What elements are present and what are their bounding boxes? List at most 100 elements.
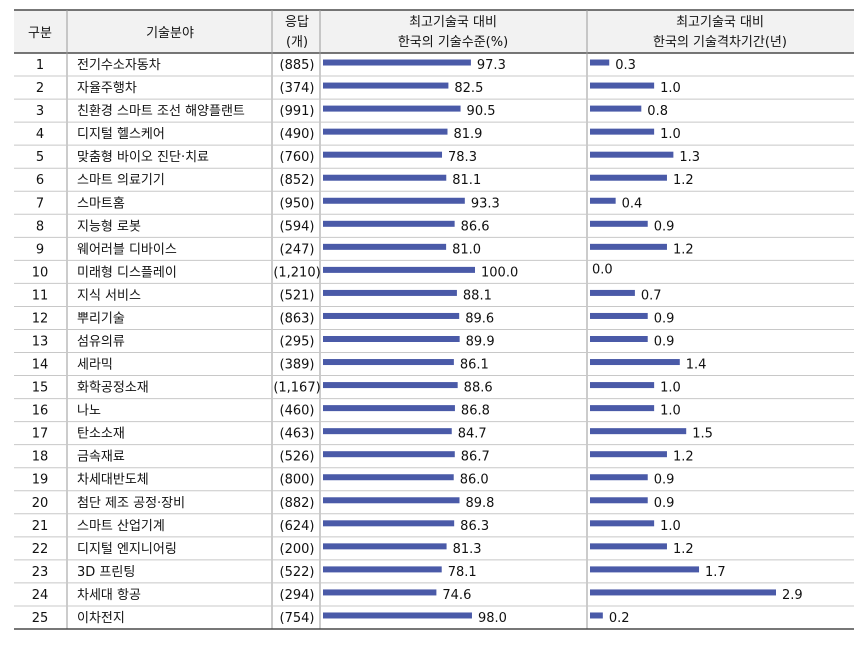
gap-value-label: 1.7 (705, 565, 726, 580)
row-responses: (1,167) (273, 381, 320, 396)
gap-value-label: 0.9 (654, 311, 675, 326)
row-field: 친환경 스마트 조선 해양플랜트 (77, 104, 245, 119)
gap-value-label: 0.9 (654, 335, 675, 350)
row-responses: (294) (280, 588, 315, 603)
gap-bar (590, 566, 700, 573)
row-field: 지능형 로봇 (77, 219, 141, 234)
header-level-line2: 한국의 기술수준(%) (398, 35, 508, 50)
row-number: 6 (36, 173, 44, 188)
row-responses: (950) (280, 196, 315, 211)
level-value-label: 89.6 (465, 311, 494, 326)
level-value-label: 88.6 (464, 381, 493, 396)
level-bar (323, 612, 472, 619)
level-value-label: 86.7 (461, 450, 490, 465)
level-bar (323, 266, 475, 273)
gap-bar (590, 151, 674, 158)
gap-value-label: 2.9 (782, 588, 803, 603)
row-number: 18 (32, 450, 49, 465)
level-value-label: 89.9 (466, 335, 495, 350)
row-responses: (463) (280, 427, 315, 442)
level-bar (323, 566, 442, 573)
gap-bar (590, 59, 610, 66)
gap-bar (590, 405, 655, 412)
row-responses: (460) (280, 404, 315, 419)
header-field: 기술분야 (146, 26, 194, 41)
level-bar (323, 174, 447, 181)
row-field: 스마트홈 (77, 196, 125, 211)
row-responses: (374) (280, 81, 315, 96)
row-field: 뿌리기술 (77, 311, 125, 326)
row-field: 자율주행차 (77, 80, 137, 96)
row-number: 22 (32, 542, 49, 557)
gap-value-label: 0.9 (654, 496, 675, 511)
row-responses: (885) (280, 58, 315, 73)
row-responses: (594) (280, 219, 315, 234)
gap-bar (590, 220, 648, 227)
gap-value-label: 0.9 (654, 473, 675, 488)
row-responses: (200) (280, 542, 315, 557)
level-bar (323, 82, 449, 89)
level-value-label: 100.0 (481, 265, 518, 280)
level-value-label: 89.8 (465, 496, 494, 511)
row-responses: (247) (280, 242, 315, 257)
gap-bar (590, 174, 667, 181)
row-number: 17 (32, 427, 49, 442)
header-background (14, 10, 854, 53)
level-value-label: 74.6 (442, 588, 471, 603)
gap-bar (590, 82, 655, 89)
row-responses: (490) (280, 127, 315, 142)
row-field: 지식 서비스 (77, 288, 141, 303)
level-value-label: 86.0 (460, 473, 489, 488)
row-number: 1 (36, 58, 44, 73)
gap-bar (590, 105, 642, 112)
row-responses: (624) (280, 519, 315, 534)
gap-value-label: 0.0 (592, 262, 613, 277)
row-responses: (800) (280, 473, 315, 488)
level-value-label: 78.1 (448, 565, 477, 580)
level-bar (323, 359, 454, 366)
row-field: 나노 (77, 404, 101, 419)
row-field: 금속재료 (77, 450, 125, 465)
level-value-label: 81.1 (452, 173, 481, 188)
gap-bar (590, 589, 776, 596)
level-bar (323, 474, 454, 481)
level-bar (323, 589, 437, 596)
level-value-label: 86.6 (461, 219, 490, 234)
level-value-label: 86.1 (460, 358, 489, 373)
level-bar (323, 243, 447, 250)
row-field: 전기수소자동차 (77, 58, 161, 73)
row-field: 차세대반도체 (77, 473, 149, 488)
row-field: 섬유의류 (77, 335, 125, 350)
row-field: 화학공정소재 (77, 381, 149, 396)
gap-value-label: 1.0 (660, 81, 681, 96)
row-number: 13 (32, 335, 49, 350)
level-value-label: 86.3 (460, 519, 489, 534)
gap-value-label: 1.0 (660, 404, 681, 419)
row-number: 5 (36, 150, 44, 165)
level-bar (323, 151, 443, 158)
row-responses: (295) (280, 335, 315, 350)
row-field: 세라믹 (77, 358, 113, 373)
row-field: 스마트 의료기기 (77, 173, 165, 188)
gap-value-label: 1.2 (673, 542, 694, 557)
gap-value-label: 0.3 (615, 58, 636, 73)
level-bar (323, 128, 448, 135)
gap-bar (590, 336, 648, 342)
level-value-label: 81.3 (453, 542, 482, 557)
level-bar (323, 105, 461, 112)
gap-bar (590, 612, 603, 619)
row-field: 3D 프린팅 (77, 565, 135, 580)
gap-bar (590, 359, 680, 366)
gap-bar (590, 197, 616, 204)
row-number: 16 (32, 404, 49, 419)
gap-bar (590, 474, 648, 481)
row-responses: (526) (280, 450, 315, 465)
gap-value-label: 1.0 (660, 381, 681, 396)
gap-bar (590, 428, 687, 435)
gap-value-label: 1.3 (679, 150, 700, 165)
row-field: 디지털 헬스케어 (77, 127, 165, 142)
level-value-label: 97.3 (477, 58, 506, 73)
gap-bar (590, 451, 667, 458)
level-bar (323, 520, 455, 527)
gap-value-label: 1.0 (660, 127, 681, 142)
